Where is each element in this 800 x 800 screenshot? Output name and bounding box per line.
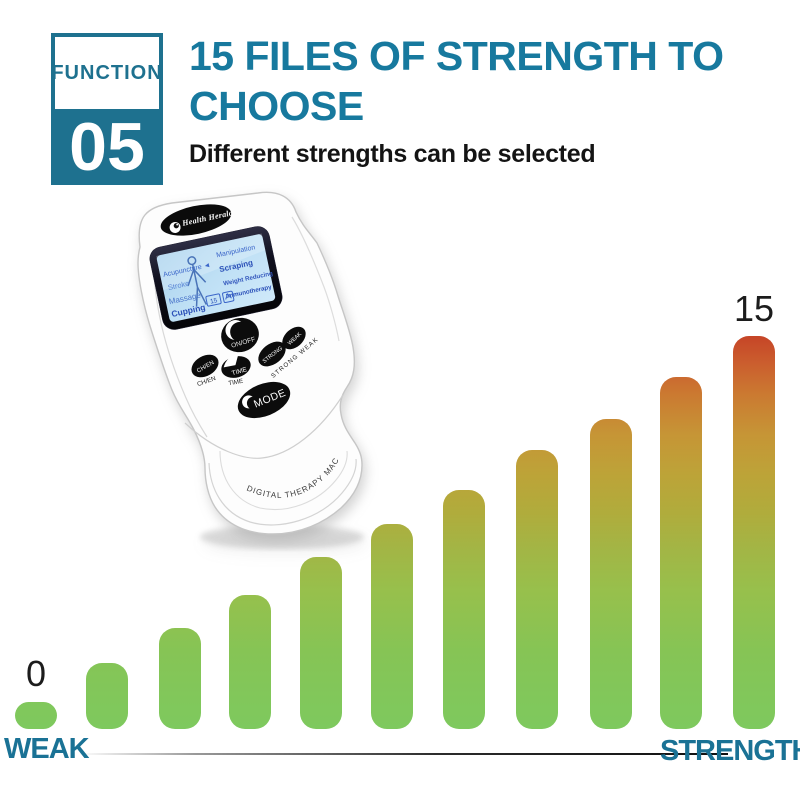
strength-bar (516, 450, 558, 729)
mode-arrow-mask (246, 396, 260, 410)
screen-item-stroke: Stroke (167, 279, 190, 292)
strong-button: STRONG (258, 341, 286, 367)
eye-glint-icon (176, 223, 179, 226)
device-foot-contour-inner (219, 450, 348, 511)
mode-button: MODE (237, 381, 291, 419)
chen-button: CH/EN (191, 354, 219, 378)
strength-bar (86, 663, 128, 729)
function-badge-label: FUNCTION (51, 61, 163, 84)
function-badge: FUNCTION 05 (51, 33, 163, 185)
time-wedge-icon (223, 353, 239, 368)
power-crescent-mask (230, 321, 251, 342)
device-screen: Acupuncture ◄ Stroke Massage Cupping Man… (149, 226, 283, 330)
strength-bar (300, 557, 342, 729)
device-seam-v (184, 394, 344, 459)
product-photo: Health Herald Acupuncture ◄ Stroke Massa… (110, 183, 364, 549)
brand-oval: Health Herald (160, 204, 235, 236)
strength-bar (15, 702, 57, 729)
device-shadow (200, 525, 364, 549)
min-label: 0 (25, 653, 47, 694)
page-title-line1: 15 FILES OF STRENGTH TO (189, 33, 724, 79)
header-block: 15 FILES OF STRENGTH TO CHOOSE Different… (189, 32, 789, 169)
max-label: 15 (733, 288, 775, 329)
device-foot-contour-outer (208, 458, 357, 526)
power-button: ON/OFF (221, 317, 259, 353)
weak-label: WEAK (4, 733, 90, 765)
time-button-label: TIME (231, 366, 248, 377)
strength-bar (443, 490, 485, 729)
weak-button: WEAK (282, 326, 306, 350)
function-badge-top: FUNCTION (51, 33, 163, 113)
time-button: TIME (221, 353, 251, 378)
strength-bar (590, 419, 632, 729)
strength-bar (660, 377, 702, 729)
indicator-value: 15 (210, 297, 219, 305)
strength-label: STRENGTH (660, 735, 800, 767)
strength-bar (229, 595, 271, 729)
printed-time-label: TIME (228, 378, 244, 387)
page-title: 15 FILES OF STRENGTH TO CHOOSE (189, 32, 789, 131)
lcd-display (156, 234, 276, 322)
baseline (78, 753, 728, 755)
indicator-box-2 (222, 290, 235, 304)
indicator-tick-icon (225, 292, 232, 300)
strength-bar (159, 628, 201, 729)
indicator-box (205, 293, 222, 307)
human-figure-icon (187, 256, 207, 307)
page-subtitle: Different strengths can be selected (189, 140, 596, 169)
page-title-line2: CHOOSE (189, 82, 364, 129)
device-seam-right (291, 216, 340, 342)
strength-bar (371, 524, 413, 729)
strength-bar (733, 336, 775, 729)
function-badge-number: 05 (51, 113, 163, 185)
lcd-glare (156, 233, 266, 291)
